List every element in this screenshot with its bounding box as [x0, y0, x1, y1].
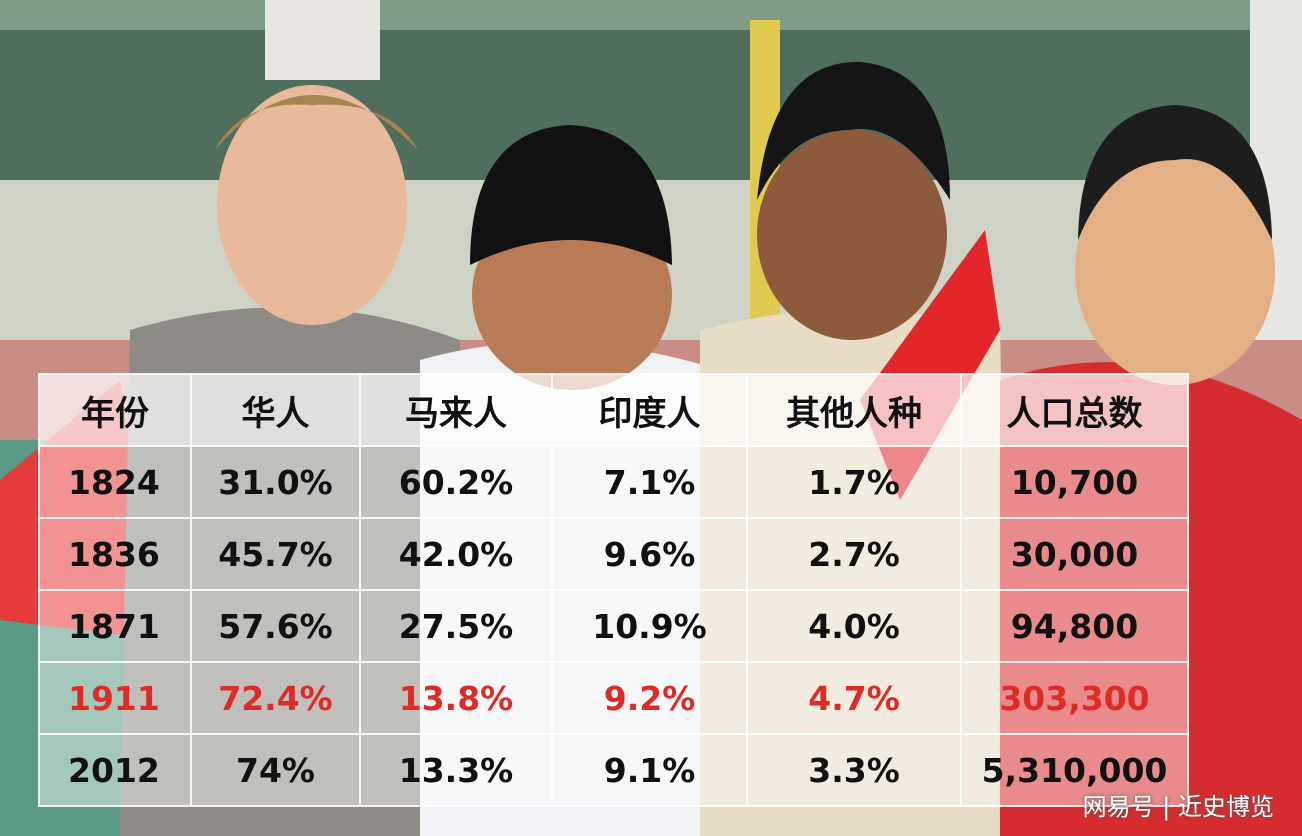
table-cell: 5,310,000 [960, 733, 1189, 807]
table-cell: 2.7% [746, 517, 962, 591]
table-cell: 10,700 [960, 445, 1189, 519]
table-cell: 13.3% [359, 733, 553, 807]
year-cell: 1911 [38, 661, 192, 735]
table-row: 1824 31.0% 60.2% 7.1% 1.7% 10,700 [38, 445, 1189, 519]
watermark: 网易号 | 近史博览 [1082, 793, 1274, 821]
table-cell: 27.5% [359, 589, 553, 663]
table-cell: 94,800 [960, 589, 1189, 663]
year-cell: 2012 [38, 733, 192, 807]
table-cell: 45.7% [190, 517, 361, 591]
table-cell: 9.6% [551, 517, 748, 591]
table-cell: 303,300 [960, 661, 1189, 735]
table-cell: 4.7% [746, 661, 962, 735]
table-row: 2012 74% 13.3% 9.1% 3.3% 5,310,000 [38, 733, 1189, 807]
table-cell: 72.4% [190, 661, 361, 735]
table-row: 1871 57.6% 27.5% 10.9% 4.0% 94,800 [38, 589, 1189, 663]
table-cell: 3.3% [746, 733, 962, 807]
year-cell: 1871 [38, 589, 192, 663]
data-table: 年份 华人 马来人 印度人 其他人种 人口总数 1824 31.0% 60.2% 7.1% 1.7%… [38, 373, 1189, 807]
year-cell: 1824 [38, 445, 192, 519]
header-row: 年份 华人 马来人 印度人 其他人种 人口总数 [38, 373, 1189, 447]
table-cell: 74% [190, 733, 361, 807]
header-cell: 其他人种 [746, 373, 962, 447]
table-cell: 57.6% [190, 589, 361, 663]
year-cell: 1836 [38, 517, 192, 591]
table-cell: 9.2% [551, 661, 748, 735]
table-cell: 9.1% [551, 733, 748, 807]
table-row: 1911 72.4% 13.8% 9.2% 4.7% 303,300 [38, 661, 1189, 735]
table-cell: 7.1% [551, 445, 748, 519]
header-cell: 人口总数 [960, 373, 1189, 447]
table-cell: 10.9% [551, 589, 748, 663]
table-cell: 42.0% [359, 517, 553, 591]
table-row: 1836 45.7% 42.0% 9.6% 2.7% 30,000 [38, 517, 1189, 591]
table-cell: 1.7% [746, 445, 962, 519]
table-cell: 31.0% [190, 445, 361, 519]
header-cell: 华人 [190, 373, 361, 447]
header-cell: 印度人 [551, 373, 748, 447]
header-cell: 年份 [38, 373, 192, 447]
table-cell: 30,000 [960, 517, 1189, 591]
header-cell: 马来人 [359, 373, 553, 447]
table-cell: 13.8% [359, 661, 553, 735]
table-cell: 4.0% [746, 589, 962, 663]
table-cell: 60.2% [359, 445, 553, 519]
